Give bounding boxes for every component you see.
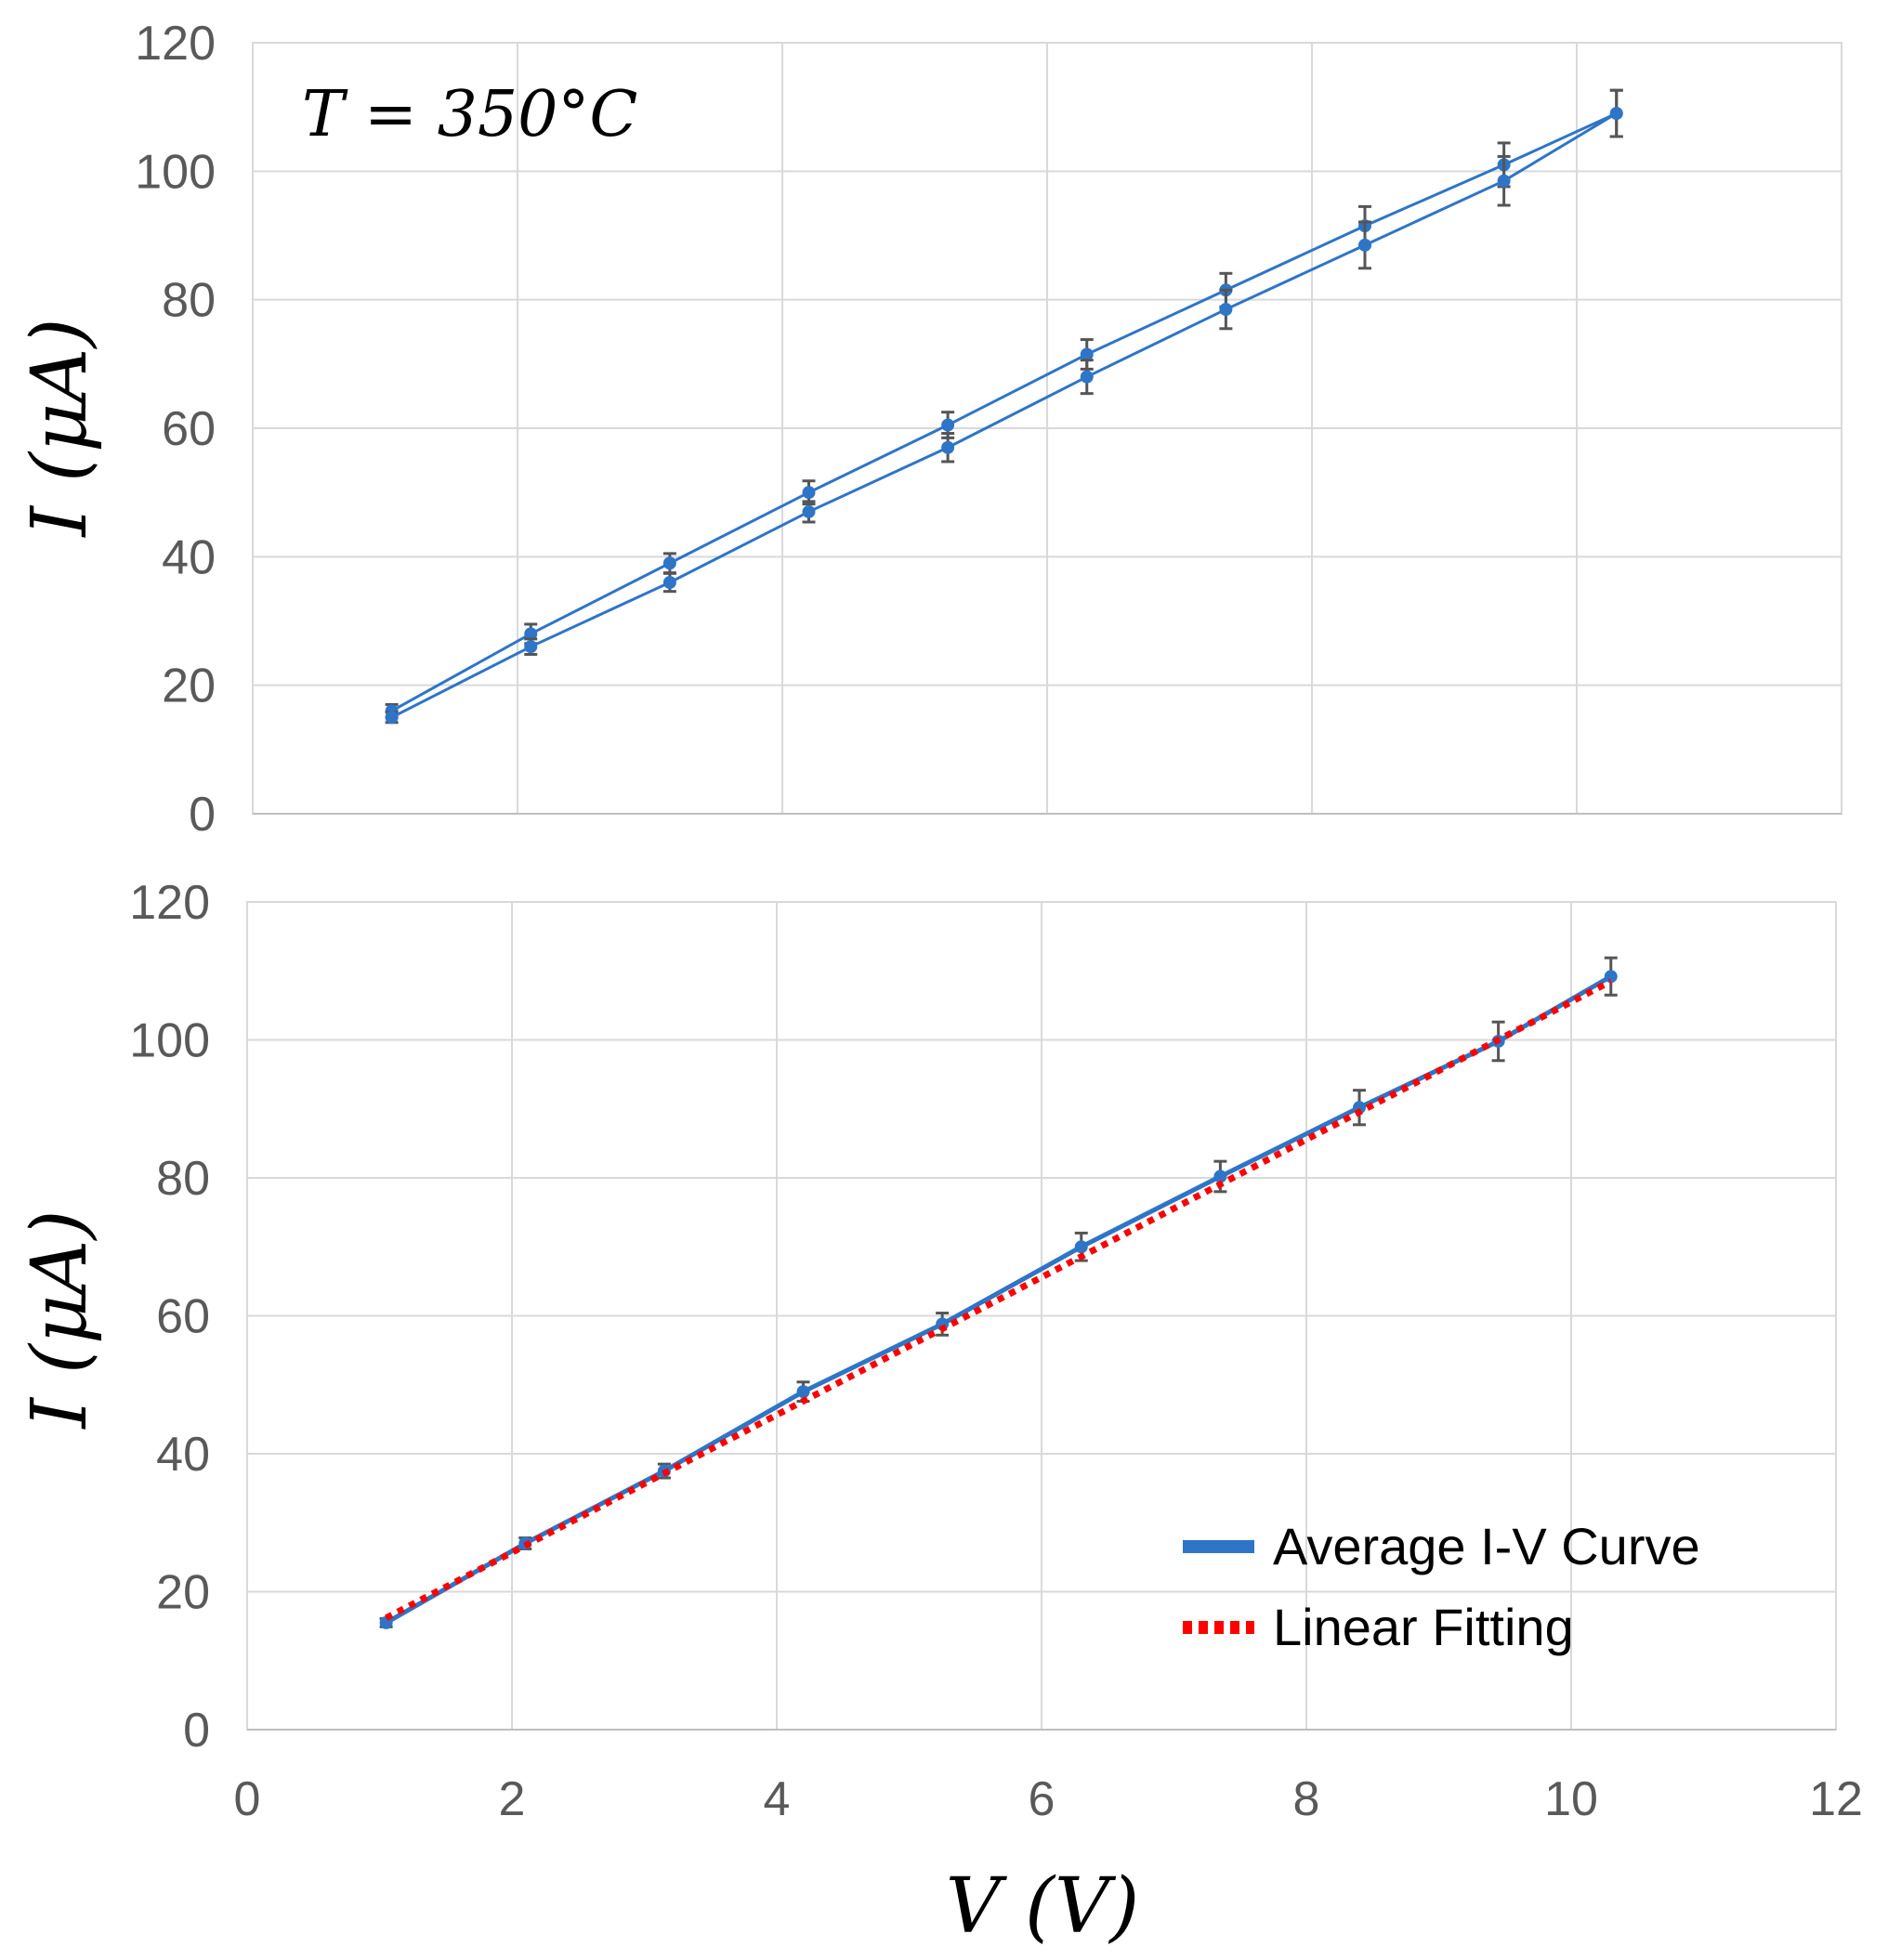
bottom-x-tick-label: 10 [1544, 1772, 1598, 1826]
bottom-data-point [1074, 1240, 1088, 1254]
top-data-point [385, 711, 399, 725]
top-y-tick-label: 0 [189, 788, 216, 842]
top-y-tick-label: 100 [135, 145, 216, 199]
bottom-y-tick-label: 60 [156, 1290, 210, 1344]
top-data-point [1497, 174, 1511, 188]
legend-label-linear: Linear Fitting [1273, 1598, 1574, 1656]
bottom-x-axis-title: V (V) [946, 1862, 1139, 1951]
top-data-point [1219, 303, 1233, 317]
top-series-line-1 [390, 111, 1618, 719]
bottom-data-point [1604, 970, 1618, 984]
bottom-y-tick-label: 0 [183, 1704, 210, 1757]
bottom-x-tick-label: 12 [1809, 1772, 1863, 1826]
top-y-tick-label: 20 [162, 660, 216, 713]
top-data-point [1609, 107, 1623, 121]
bottom-chart: 0 20 40 60 80 100 120 0 2 4 6 8 10 12 I (μA) V (V) A… [16, 876, 1863, 1951]
top-series-group [385, 88, 1623, 725]
bottom-y-tick-label: 20 [156, 1566, 210, 1620]
top-chart: 0 20 40 60 80 100 120 T = 350°C I (μA) [16, 17, 1842, 842]
top-data-point [662, 556, 676, 570]
bottom-y-tick-label: 80 [156, 1152, 210, 1206]
top-y-tick-labels: 0 20 40 60 80 100 120 [135, 17, 216, 842]
bottom-x-tick-labels: 0 2 4 6 8 10 12 [234, 1772, 1863, 1826]
top-data-point [1080, 347, 1094, 361]
top-data-point [802, 504, 816, 518]
bottom-y-tick-label: 40 [156, 1428, 210, 1482]
top-series-line-0 [390, 111, 1618, 712]
bottom-x-tick-label: 0 [234, 1772, 261, 1826]
top-data-point [802, 486, 816, 500]
bottom-x-tick-label: 2 [499, 1772, 526, 1826]
top-y-axis-title: I (μA) [16, 319, 104, 539]
top-data-point [662, 576, 676, 589]
bottom-y-axis-title: I (μA) [16, 1210, 104, 1431]
bottom-data-point [796, 1385, 810, 1399]
top-data-point [941, 440, 955, 454]
bottom-y-tick-label: 120 [129, 876, 210, 930]
legend-label-average: Average I-V Curve [1273, 1517, 1700, 1575]
bottom-gridlines [247, 902, 1836, 1731]
bottom-data-point [1213, 1169, 1227, 1183]
top-y-tick-label: 40 [162, 530, 216, 584]
bottom-x-tick-label: 4 [764, 1772, 791, 1826]
bottom-x-tick-label: 8 [1293, 1772, 1320, 1826]
bottom-series-line-fit [385, 978, 1613, 1621]
top-data-point [524, 640, 538, 654]
top-data-point [1080, 370, 1094, 384]
bottom-y-tick-label: 100 [129, 1014, 210, 1068]
top-data-point [524, 627, 538, 641]
top-gridlines [253, 43, 1842, 815]
top-y-tick-label: 120 [135, 17, 216, 71]
top-data-point [1358, 238, 1371, 252]
top-y-tick-label: 80 [162, 274, 216, 328]
top-annotation: T = 350°C [302, 78, 637, 151]
legend: Average I-V Curve Linear Fitting [1183, 1517, 1700, 1656]
bottom-x-tick-label: 6 [1029, 1772, 1055, 1826]
bottom-series-group [379, 956, 1618, 1629]
top-data-point [941, 418, 955, 432]
bottom-y-tick-labels: 0 20 40 60 80 100 120 [129, 876, 210, 1757]
top-y-tick-label: 60 [162, 402, 216, 456]
